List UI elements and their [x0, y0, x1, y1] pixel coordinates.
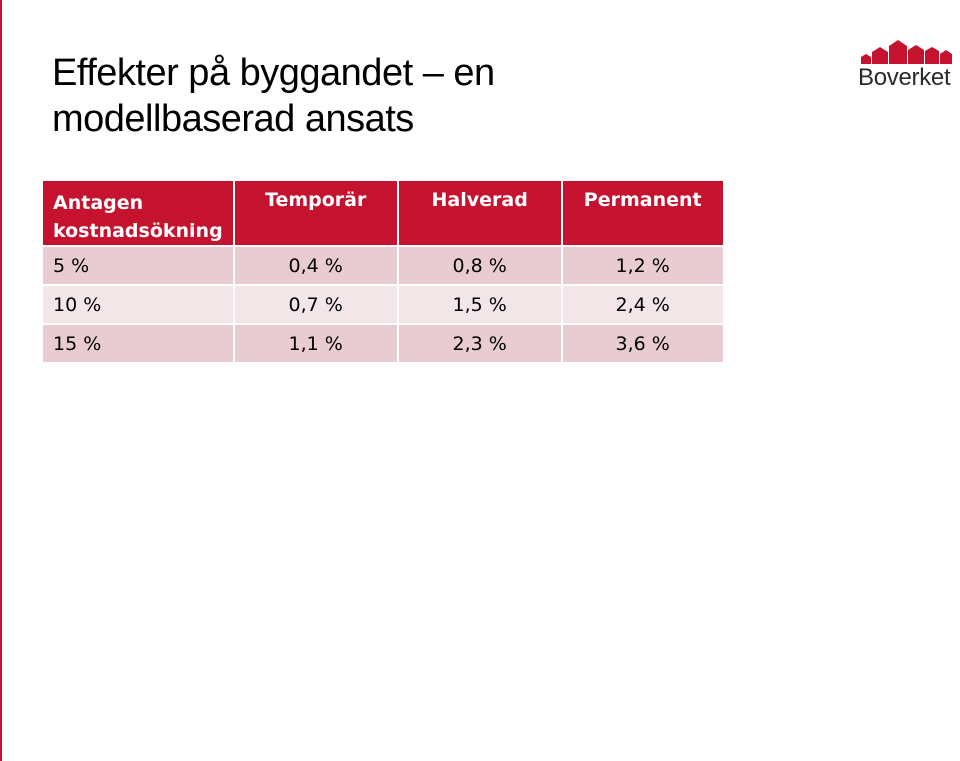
column-header-line: Antagen [53, 192, 144, 214]
table-row: 5 % 0,4 % 0,8 % 1,2 % [41, 245, 725, 286]
table-cell: 1,2 % [560, 245, 725, 286]
slide-title: Effekter på byggandet – en modellbaserad… [52, 50, 495, 142]
table-cell: 3,6 % [560, 323, 725, 364]
table-cell: 0,7 % [232, 284, 399, 325]
table-row: 15 % 1,1 % 2,3 % 3,6 % [41, 323, 725, 364]
column-header-cost-increase: Antagen kostnadsökning [41, 179, 235, 247]
table-cell: 1,1 % [232, 323, 399, 364]
column-header-halved: Halverad [396, 179, 563, 247]
house-roofs-icon [861, 40, 952, 64]
column-header-line: kostnadsökning [53, 220, 223, 242]
table-cell: 2,3 % [396, 323, 563, 364]
slide-title-line2: modellbaserad ansats [52, 98, 414, 140]
column-header-permanent: Permanent [560, 179, 725, 247]
logo-text: Boverket [858, 64, 951, 91]
table-cell: 2,4 % [560, 284, 725, 325]
column-header-temporary: Temporär [232, 179, 399, 247]
slide-title-line1: Effekter på byggandet – en [52, 52, 495, 94]
table-cell: 15 % [41, 323, 235, 364]
table-cell: 0,8 % [396, 245, 563, 286]
table-cell: 10 % [41, 284, 235, 325]
table-row: 10 % 0,7 % 1,5 % 2,4 % [41, 284, 725, 325]
table-header-row: Antagen kostnadsökning Temporär Halverad… [41, 179, 725, 247]
slide-left-rule [0, 0, 2, 761]
table-cell: 5 % [41, 245, 235, 286]
table-cell: 0,4 % [232, 245, 399, 286]
table-cell: 1,5 % [396, 284, 563, 325]
cost-effects-table: Antagen kostnadsökning Temporär Halverad… [41, 179, 725, 364]
boverket-logo: Boverket [858, 38, 960, 94]
